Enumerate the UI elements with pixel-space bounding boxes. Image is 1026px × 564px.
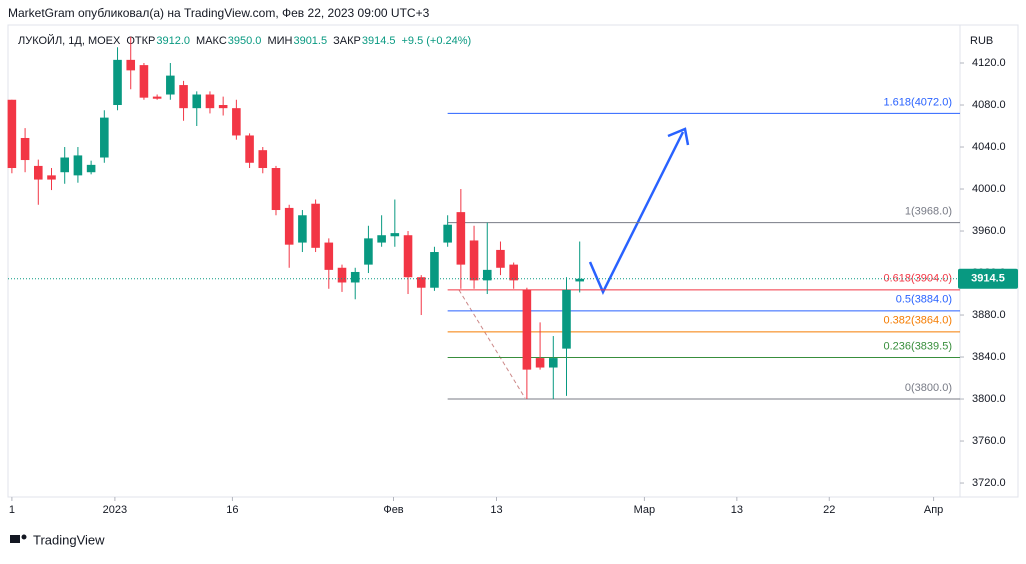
candle-body (416, 277, 426, 288)
candle-body (126, 59, 136, 71)
candle-body (324, 242, 334, 270)
candle-body (535, 358, 545, 368)
fib-label: 0(3800.0) (905, 382, 952, 394)
candle-body (60, 157, 69, 173)
candle-body (47, 175, 56, 180)
candle-body (509, 264, 518, 281)
candle-body (350, 271, 360, 283)
candle-body (443, 224, 452, 243)
candle-body (205, 94, 215, 109)
fib-label: 1(3968.0) (905, 206, 952, 218)
candle-body (522, 289, 532, 370)
legend-name: ЗАКР (333, 35, 361, 47)
candle-body (284, 207, 294, 245)
arrow-head (667, 127, 690, 146)
candle-body (100, 117, 109, 158)
candle-body (311, 203, 320, 248)
legend-name: МИН (267, 35, 292, 47)
legend-value: 3912.0 (156, 35, 190, 47)
x-tick-label: Фев (383, 504, 403, 516)
x-tick-label: 2023 (103, 504, 127, 516)
candle-body (139, 65, 149, 98)
x-tick-label: Апр (924, 504, 943, 516)
forecast-arrow (588, 131, 685, 295)
x-tick-label: 1 (9, 504, 15, 516)
candle-body (20, 137, 30, 161)
x-tick-label: Мар (634, 504, 656, 516)
candle-body (34, 165, 43, 180)
candle-body (390, 233, 400, 237)
candle-body (403, 235, 413, 278)
logo-text: TradingView (33, 532, 105, 547)
candle-body (218, 105, 228, 109)
candle-body (179, 85, 188, 109)
y-tick-label: 4120.0 (972, 57, 1006, 69)
candle-body (7, 99, 17, 169)
candle-body (496, 249, 505, 268)
x-tick-label: 22 (823, 504, 835, 516)
candle-body (562, 289, 571, 349)
candle-body (73, 155, 83, 176)
fib-label: 0.236(3839.5) (884, 340, 953, 352)
x-tick-label: 13 (490, 504, 502, 516)
y-tick-label: 3800.0 (972, 393, 1006, 405)
candle-body (548, 358, 558, 368)
candle-body (86, 164, 96, 173)
candle-body (271, 168, 281, 211)
publisher: MarketGram опубликовал(а) на TradingView… (8, 6, 430, 20)
candle-body (469, 240, 479, 281)
last-price-badge (958, 268, 1018, 289)
frame (7, 24, 1019, 498)
symbol: ЛУКОЙЛ, 1Д, MOEX (18, 34, 121, 47)
y-tick-label: 4000.0 (972, 183, 1006, 195)
candle-body (166, 75, 175, 95)
currency: RUB (970, 35, 993, 47)
y-tick-label: 3880.0 (972, 309, 1006, 321)
fib-label: 0.5(3884.0) (896, 294, 952, 306)
candle-body (337, 267, 347, 283)
y-tick-label: 3760.0 (972, 435, 1006, 447)
fib-trend (458, 289, 526, 399)
candle-body (575, 278, 584, 282)
x-tick-label: 13 (731, 504, 743, 516)
candle-body (192, 94, 202, 109)
y-tick-label: 3960.0 (972, 225, 1006, 237)
y-tick-label: 3840.0 (972, 351, 1006, 363)
y-tick-label: 3720.0 (972, 477, 1006, 489)
candle-body (152, 96, 162, 99)
candle-body (298, 215, 307, 243)
candle-body (456, 212, 466, 265)
candle-body (364, 238, 373, 265)
candle-body (232, 108, 241, 136)
y-tick-label: 4040.0 (972, 141, 1006, 153)
legend-name: ОТКР (126, 35, 155, 47)
fib-label: 0.382(3864.0) (884, 315, 953, 327)
candle-body (482, 269, 492, 281)
candle-body (113, 59, 122, 106)
fib-label: 1.618(4072.0) (884, 96, 953, 108)
candle-body (245, 135, 254, 163)
last-price-label: 3914.5 (971, 273, 1005, 285)
legend-value: 3901.5 (293, 35, 327, 47)
legend-value: 3950.0 (228, 35, 262, 47)
candle-body (258, 150, 268, 169)
legend-name: МАКС (196, 35, 227, 47)
x-tick-label: 16 (226, 504, 238, 516)
legend-change: +9.5 (+0.24%) (402, 35, 472, 47)
logo: TradingView (10, 532, 105, 547)
candle-body (430, 252, 439, 288)
candle-body (377, 235, 386, 243)
y-tick-label: 4080.0 (972, 99, 1006, 111)
legend-value: 3914.5 (362, 35, 396, 47)
